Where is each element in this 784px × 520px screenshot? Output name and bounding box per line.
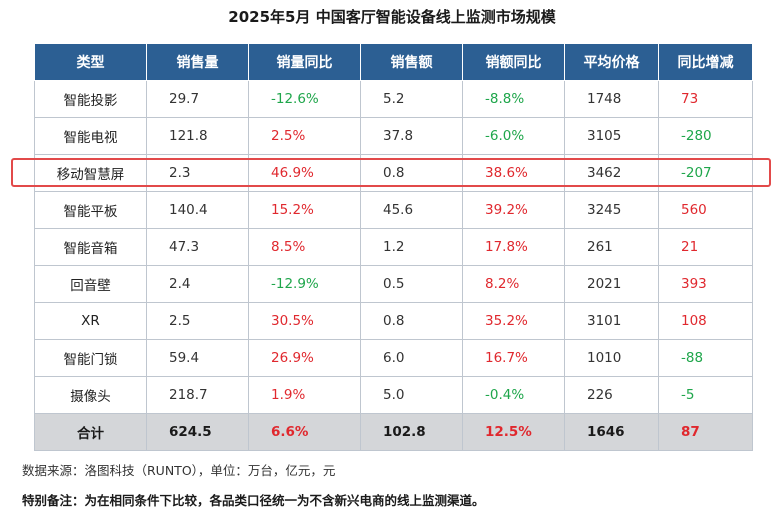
cell-type: 移动智慧屏 <box>34 154 147 192</box>
cell-avg-price: 1748 <box>564 80 659 118</box>
cell-volume-yoy: 15.2% <box>248 191 361 229</box>
cell-avg-price: 226 <box>564 376 659 414</box>
cell-price-change: -5 <box>658 376 753 414</box>
header-row: 类型 销售量 销量同比 销售额 销额同比 平均价格 同比增减 <box>34 43 753 81</box>
cell-sales: 0.5 <box>360 265 463 303</box>
cell-volume: 47.3 <box>146 228 249 266</box>
table-row: 智能电视 121.8 2.5% 37.8 -6.0% 3105 -280 <box>34 117 753 155</box>
cell-sales-yoy: 35.2% <box>462 302 565 340</box>
cell-price-change: 108 <box>658 302 753 340</box>
header-price-change: 同比增减 <box>658 43 753 81</box>
cell-price-change: 21 <box>658 228 753 266</box>
cell-volume: 29.7 <box>146 80 249 118</box>
cell-volume-yoy: 8.5% <box>248 228 361 266</box>
cell-price-change: 393 <box>658 265 753 303</box>
header-type: 类型 <box>34 43 147 81</box>
cell-price-change: 87 <box>658 413 753 451</box>
cell-sales-yoy: 17.8% <box>462 228 565 266</box>
cell-avg-price: 3245 <box>564 191 659 229</box>
cell-price-change: 560 <box>658 191 753 229</box>
table-row: XR 2.5 30.5% 0.8 35.2% 3101 108 <box>34 302 753 340</box>
header-sales-yoy: 销额同比 <box>462 43 565 81</box>
cell-type: 智能平板 <box>34 191 147 229</box>
cell-sales: 6.0 <box>360 339 463 377</box>
cell-volume: 624.5 <box>146 413 249 451</box>
cell-volume-yoy: 26.9% <box>248 339 361 377</box>
cell-volume-yoy: -12.9% <box>248 265 361 303</box>
table-row: 智能投影 29.7 -12.6% 5.2 -8.8% 1748 73 <box>34 80 753 118</box>
cell-volume-yoy: -12.6% <box>248 80 361 118</box>
table-row: 智能门锁 59.4 26.9% 6.0 16.7% 1010 -88 <box>34 339 753 377</box>
header-volume-yoy: 销量同比 <box>248 43 361 81</box>
cell-sales-yoy: -0.4% <box>462 376 565 414</box>
cell-sales-yoy: 16.7% <box>462 339 565 377</box>
cell-avg-price: 3462 <box>564 154 659 192</box>
cell-volume: 2.3 <box>146 154 249 192</box>
table-row: 智能音箱 47.3 8.5% 1.2 17.8% 261 21 <box>34 228 753 266</box>
market-data-table: 类型 销售量 销量同比 销售额 销额同比 平均价格 同比增减 智能投影 29.7-… <box>34 43 753 451</box>
cell-sales: 5.0 <box>360 376 463 414</box>
cell-price-change: -88 <box>658 339 753 377</box>
cell-sales-yoy: -8.8% <box>462 80 565 118</box>
cell-sales-yoy: -6.0% <box>462 117 565 155</box>
cell-sales: 1.2 <box>360 228 463 266</box>
cell-sales: 102.8 <box>360 413 463 451</box>
cell-type: 合计 <box>34 413 147 451</box>
cell-type: 回音壁 <box>34 265 147 303</box>
cell-volume: 2.4 <box>146 265 249 303</box>
table-row: 智能平板 140.4 15.2% 45.6 39.2% 3245 560 <box>34 191 753 229</box>
total-row: 合计 624.5 6.6% 102.8 12.5% 1646 87 <box>34 413 753 451</box>
cell-type: 智能门锁 <box>34 339 147 377</box>
cell-type: XR <box>34 302 147 340</box>
table-title: 2025年5月 中国客厅智能设备线上监测市场规模 <box>228 8 556 26</box>
cell-price-change: 73 <box>658 80 753 118</box>
cell-volume: 59.4 <box>146 339 249 377</box>
cell-avg-price: 1646 <box>564 413 659 451</box>
cell-volume-yoy: 6.6% <box>248 413 361 451</box>
cell-volume: 2.5 <box>146 302 249 340</box>
cell-price-change: -280 <box>658 117 753 155</box>
cell-volume: 218.7 <box>146 376 249 414</box>
cell-sales-yoy: 38.6% <box>462 154 565 192</box>
cell-type: 智能投影 <box>34 80 147 118</box>
table-row: 移动智慧屏 2.3 46.9% 0.8 38.6% 3462 -207 <box>34 154 753 192</box>
cell-type: 智能电视 <box>34 117 147 155</box>
cell-sales-yoy: 12.5% <box>462 413 565 451</box>
cell-avg-price: 261 <box>564 228 659 266</box>
cell-price-change: -207 <box>658 154 753 192</box>
cell-sales: 45.6 <box>360 191 463 229</box>
cell-sales: 0.8 <box>360 154 463 192</box>
cell-volume-yoy: 2.5% <box>248 117 361 155</box>
cell-avg-price: 3105 <box>564 117 659 155</box>
data-source-note: 数据来源：洛图科技（RUNTO），单位：万台，亿元，元 <box>22 463 336 478</box>
cell-avg-price: 3101 <box>564 302 659 340</box>
cell-volume: 140.4 <box>146 191 249 229</box>
cell-type: 摄像头 <box>34 376 147 414</box>
cell-sales-yoy: 39.2% <box>462 191 565 229</box>
cell-sales: 0.8 <box>360 302 463 340</box>
cell-volume-yoy: 30.5% <box>248 302 361 340</box>
header-sales: 销售额 <box>360 43 463 81</box>
cell-sales-yoy: 8.2% <box>462 265 565 303</box>
cell-volume: 121.8 <box>146 117 249 155</box>
header-avg-price: 平均价格 <box>564 43 659 81</box>
cell-sales: 5.2 <box>360 80 463 118</box>
cell-type: 智能音箱 <box>34 228 147 266</box>
cell-avg-price: 1010 <box>564 339 659 377</box>
cell-volume-yoy: 1.9% <box>248 376 361 414</box>
cell-sales: 37.8 <box>360 117 463 155</box>
cell-avg-price: 2021 <box>564 265 659 303</box>
header-volume: 销售量 <box>146 43 249 81</box>
table-row: 回音壁 2.4 -12.9% 0.5 8.2% 2021 393 <box>34 265 753 303</box>
table-row: 摄像头 218.7 1.9% 5.0 -0.4% 226 -5 <box>34 376 753 414</box>
special-remark-note: 特别备注：为在相同条件下比较，各品类口径统一为不含新兴电商的线上监测渠道。 <box>22 493 485 508</box>
cell-volume-yoy: 46.9% <box>248 154 361 192</box>
